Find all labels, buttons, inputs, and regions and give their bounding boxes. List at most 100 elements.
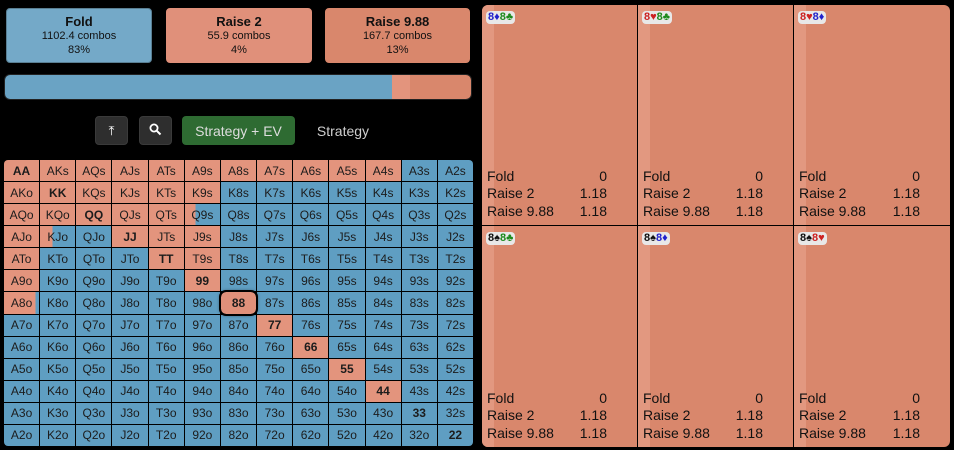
hand-cell-k4o[interactable]: K4o — [40, 380, 76, 402]
hand-cell-j3s[interactable]: J3s — [401, 226, 437, 248]
hand-cell-q8o[interactable]: Q8o — [76, 292, 112, 314]
hand-cell-k9s[interactable]: K9s — [184, 182, 220, 204]
hand-cell-q2o[interactable]: Q2o — [76, 424, 112, 446]
hand-cell-a5o[interactable]: A5o — [4, 358, 40, 380]
hand-cell-q9s[interactable]: Q9s — [184, 204, 220, 226]
hand-cell-kjo[interactable]: KJo — [40, 226, 76, 248]
hand-cell-83s[interactable]: 83s — [401, 292, 437, 314]
hand-cell-ats[interactable]: ATs — [148, 160, 184, 182]
hand-cell-aqs[interactable]: AQs — [76, 160, 112, 182]
hand-cell-t5s[interactable]: T5s — [329, 248, 365, 270]
hand-cell-42s[interactable]: 42s — [437, 380, 473, 402]
hand-cell-a9s[interactable]: A9s — [184, 160, 220, 182]
hand-cell-a7o[interactable]: A7o — [4, 314, 40, 336]
hand-cell-q4o[interactable]: Q4o — [76, 380, 112, 402]
hand-cell-j5o[interactable]: J5o — [112, 358, 148, 380]
hand-cell-a7s[interactable]: A7s — [257, 160, 293, 182]
hand-cell-97o[interactable]: 97o — [184, 314, 220, 336]
hand-cell-q4s[interactable]: Q4s — [365, 204, 401, 226]
hand-cell-j6o[interactable]: J6o — [112, 336, 148, 358]
hand-cell-j6s[interactable]: J6s — [293, 226, 329, 248]
hand-cell-72o[interactable]: 72o — [257, 424, 293, 446]
action-card-raise-2[interactable]: Raise 2 55.9 combos 4% — [164, 6, 314, 65]
hand-cell-k7s[interactable]: K7s — [257, 182, 293, 204]
hand-cell-76s[interactable]: 76s — [293, 314, 329, 336]
hand-cell-73o[interactable]: 73o — [257, 402, 293, 424]
hand-cell-k3s[interactable]: K3s — [401, 182, 437, 204]
hand-cell-97s[interactable]: 97s — [257, 270, 293, 292]
hand-cell-q5s[interactable]: Q5s — [329, 204, 365, 226]
combo-card[interactable]: 8♠8♣ Fold 0 Raise 2 1.18 Raise 9.88 1.18 — [482, 226, 638, 447]
hand-cell-53o[interactable]: 53o — [329, 402, 365, 424]
hand-cell-94o[interactable]: 94o — [184, 380, 220, 402]
hand-cell-t4s[interactable]: T4s — [365, 248, 401, 270]
hand-cell-j9s[interactable]: J9s — [184, 226, 220, 248]
hand-cell-a4o[interactable]: A4o — [4, 380, 40, 402]
hand-cell-jj[interactable]: JJ — [112, 226, 148, 248]
hand-cell-q8s[interactable]: Q8s — [220, 204, 257, 226]
hand-cell-j2o[interactable]: J2o — [112, 424, 148, 446]
hand-cell-aqo[interactable]: AQo — [4, 204, 40, 226]
hand-cell-77[interactable]: 77 — [257, 314, 293, 336]
hand-cell-54s[interactable]: 54s — [365, 358, 401, 380]
hand-cell-t2s[interactable]: T2s — [437, 248, 473, 270]
hand-cell-64s[interactable]: 64s — [365, 336, 401, 358]
hand-cell-83o[interactable]: 83o — [220, 402, 257, 424]
hand-cell-k8s[interactable]: K8s — [220, 182, 257, 204]
hand-cell-93o[interactable]: 93o — [184, 402, 220, 424]
hand-cell-jts[interactable]: JTs — [148, 226, 184, 248]
hand-cell-q3s[interactable]: Q3s — [401, 204, 437, 226]
hand-cell-qq[interactable]: QQ — [76, 204, 112, 226]
hand-cell-t9s[interactable]: T9s — [184, 248, 220, 270]
hand-cell-84o[interactable]: 84o — [220, 380, 257, 402]
hand-cell-tt[interactable]: TT — [148, 248, 184, 270]
hand-cell-a6s[interactable]: A6s — [293, 160, 329, 182]
combo-card[interactable]: 8♥8♦ Fold 0 Raise 2 1.18 Raise 9.88 1.18 — [794, 5, 950, 226]
hand-cell-t7s[interactable]: T7s — [257, 248, 293, 270]
hand-cell-96o[interactable]: 96o — [184, 336, 220, 358]
hand-cell-99[interactable]: 99 — [184, 270, 220, 292]
hand-cell-j9o[interactable]: J9o — [112, 270, 148, 292]
hand-cell-j4o[interactable]: J4o — [112, 380, 148, 402]
hand-cell-qts[interactable]: QTs — [148, 204, 184, 226]
hand-cell-t3s[interactable]: T3s — [401, 248, 437, 270]
hand-cell-82o[interactable]: 82o — [220, 424, 257, 446]
hand-cell-qjo[interactable]: QJo — [76, 226, 112, 248]
hand-cell-kqs[interactable]: KQs — [76, 182, 112, 204]
hand-cell-q9o[interactable]: Q9o — [76, 270, 112, 292]
hand-cell-87s[interactable]: 87s — [257, 292, 293, 314]
combo-card[interactable]: 8♠8♦ Fold 0 Raise 2 1.18 Raise 9.88 1.18 — [638, 226, 794, 447]
action-card-fold[interactable]: Fold 1102.4 combos 83% — [4, 6, 154, 65]
hand-cell-88[interactable]: 88 — [218, 290, 259, 316]
hand-cell-74o[interactable]: 74o — [257, 380, 293, 402]
hand-cell-q2s[interactable]: Q2s — [437, 204, 473, 226]
hand-cell-j8o[interactable]: J8o — [112, 292, 148, 314]
hand-cell-j5s[interactable]: J5s — [329, 226, 365, 248]
hand-cell-k7o[interactable]: K7o — [40, 314, 76, 336]
hand-cell-a8s[interactable]: A8s — [220, 160, 257, 182]
hand-cell-72s[interactable]: 72s — [437, 314, 473, 336]
hand-cell-t3o[interactable]: T3o — [148, 402, 184, 424]
hand-cell-a3s[interactable]: A3s — [401, 160, 437, 182]
hand-cell-54o[interactable]: 54o — [329, 380, 365, 402]
hand-cell-84s[interactable]: 84s — [365, 292, 401, 314]
hand-cell-a8o[interactable]: A8o — [4, 292, 40, 314]
hand-cell-aa[interactable]: AA — [4, 160, 40, 182]
hand-cell-82s[interactable]: 82s — [437, 292, 473, 314]
hand-cell-33[interactable]: 33 — [401, 402, 437, 424]
hand-cell-75s[interactable]: 75s — [329, 314, 365, 336]
hand-cell-kjs[interactable]: KJs — [112, 182, 148, 204]
hand-cell-63s[interactable]: 63s — [401, 336, 437, 358]
hand-cell-43s[interactable]: 43s — [401, 380, 437, 402]
hand-cell-t8s[interactable]: T8s — [220, 248, 257, 270]
hand-cell-k4s[interactable]: K4s — [365, 182, 401, 204]
hand-cell-k2s[interactable]: K2s — [437, 182, 473, 204]
hand-cell-65o[interactable]: 65o — [293, 358, 329, 380]
hand-cell-qto[interactable]: QTo — [76, 248, 112, 270]
combo-card[interactable]: 8♥8♣ Fold 0 Raise 2 1.18 Raise 9.88 1.18 — [638, 5, 794, 226]
hand-cell-a2s[interactable]: A2s — [437, 160, 473, 182]
hand-cell-73s[interactable]: 73s — [401, 314, 437, 336]
strategy-ev-tab[interactable]: Strategy + EV — [182, 116, 295, 145]
hand-cell-kto[interactable]: KTo — [40, 248, 76, 270]
hand-cell-t9o[interactable]: T9o — [148, 270, 184, 292]
